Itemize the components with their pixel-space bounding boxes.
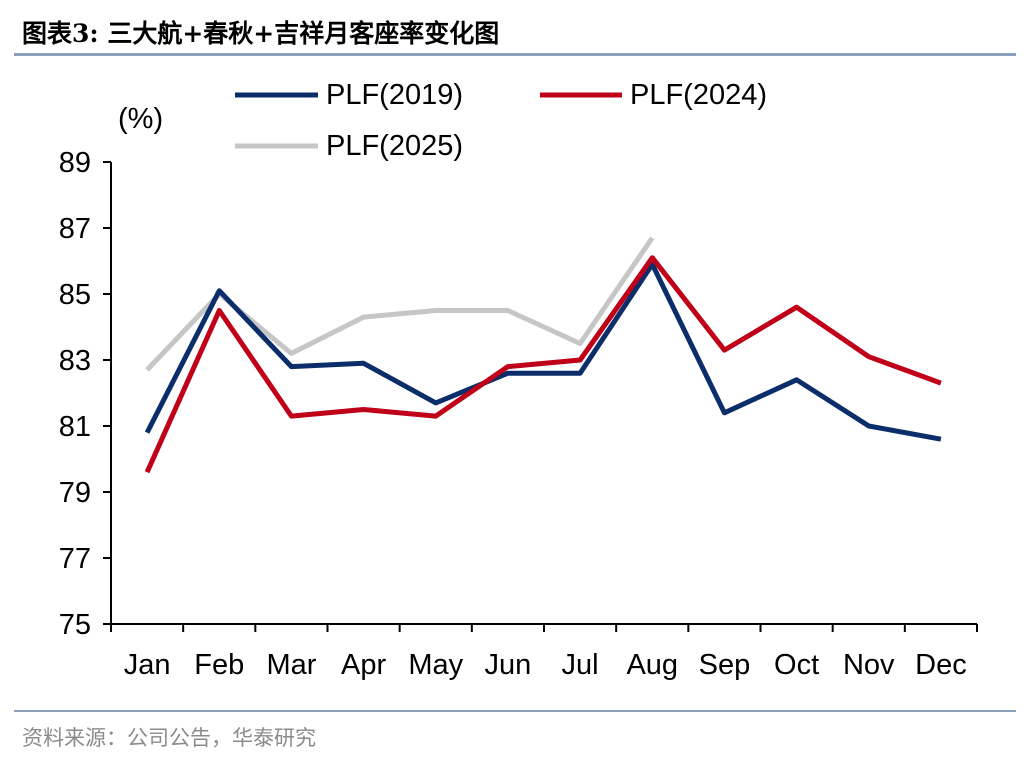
figure-title: 图表3: 三大航+春秋+吉祥月客座率变化图 bbox=[22, 19, 500, 48]
y-tick-label: 81 bbox=[59, 411, 91, 443]
x-tick-label: Dec bbox=[915, 649, 967, 681]
x-tick-label: Nov bbox=[843, 649, 895, 681]
chart-legend: PLF(2019) PLF(2024) PLF(2025) bbox=[235, 79, 767, 162]
x-tick-label: Aug bbox=[626, 649, 678, 681]
title-divider bbox=[14, 53, 1016, 56]
chart-axes: 75 77 79 81 83 85 87 89 Jan Feb Mar Apr May Jun Jul Aug… bbox=[59, 147, 978, 681]
x-tick-label: May bbox=[408, 649, 463, 681]
y-tick-label: 75 bbox=[59, 609, 91, 641]
x-tick-label: Mar bbox=[266, 649, 316, 681]
x-tick-label: Feb bbox=[194, 649, 244, 681]
x-tick-label: Jul bbox=[562, 649, 599, 681]
x-tick-label: Jan bbox=[124, 649, 171, 681]
y-tick-label: 77 bbox=[59, 543, 91, 575]
legend-label: PLF(2024) bbox=[630, 79, 767, 111]
source-divider bbox=[14, 710, 1016, 712]
chart-series-lines bbox=[144, 236, 942, 474]
x-tick-label: Jun bbox=[485, 649, 532, 681]
y-tick-label: 89 bbox=[59, 147, 91, 179]
series-line-PLF(2019) bbox=[144, 261, 942, 442]
x-tick-label: Sep bbox=[699, 649, 751, 681]
source-note: 资料来源：公司公告，华泰研究 bbox=[22, 726, 316, 750]
y-axis-unit-label: (%) bbox=[118, 103, 163, 135]
x-tick-label: Oct bbox=[774, 649, 819, 681]
legend-label: PLF(2025) bbox=[326, 130, 463, 162]
y-tick-label: 79 bbox=[59, 477, 91, 509]
x-tick-label: Apr bbox=[341, 649, 386, 681]
y-tick-label: 85 bbox=[59, 279, 91, 311]
series-line-PLF(2024) bbox=[144, 255, 942, 474]
y-tick-label: 83 bbox=[59, 345, 91, 377]
series-line-PLF(2025) bbox=[145, 236, 655, 372]
y-tick-label: 87 bbox=[59, 213, 91, 245]
legend-label: PLF(2019) bbox=[326, 79, 463, 111]
